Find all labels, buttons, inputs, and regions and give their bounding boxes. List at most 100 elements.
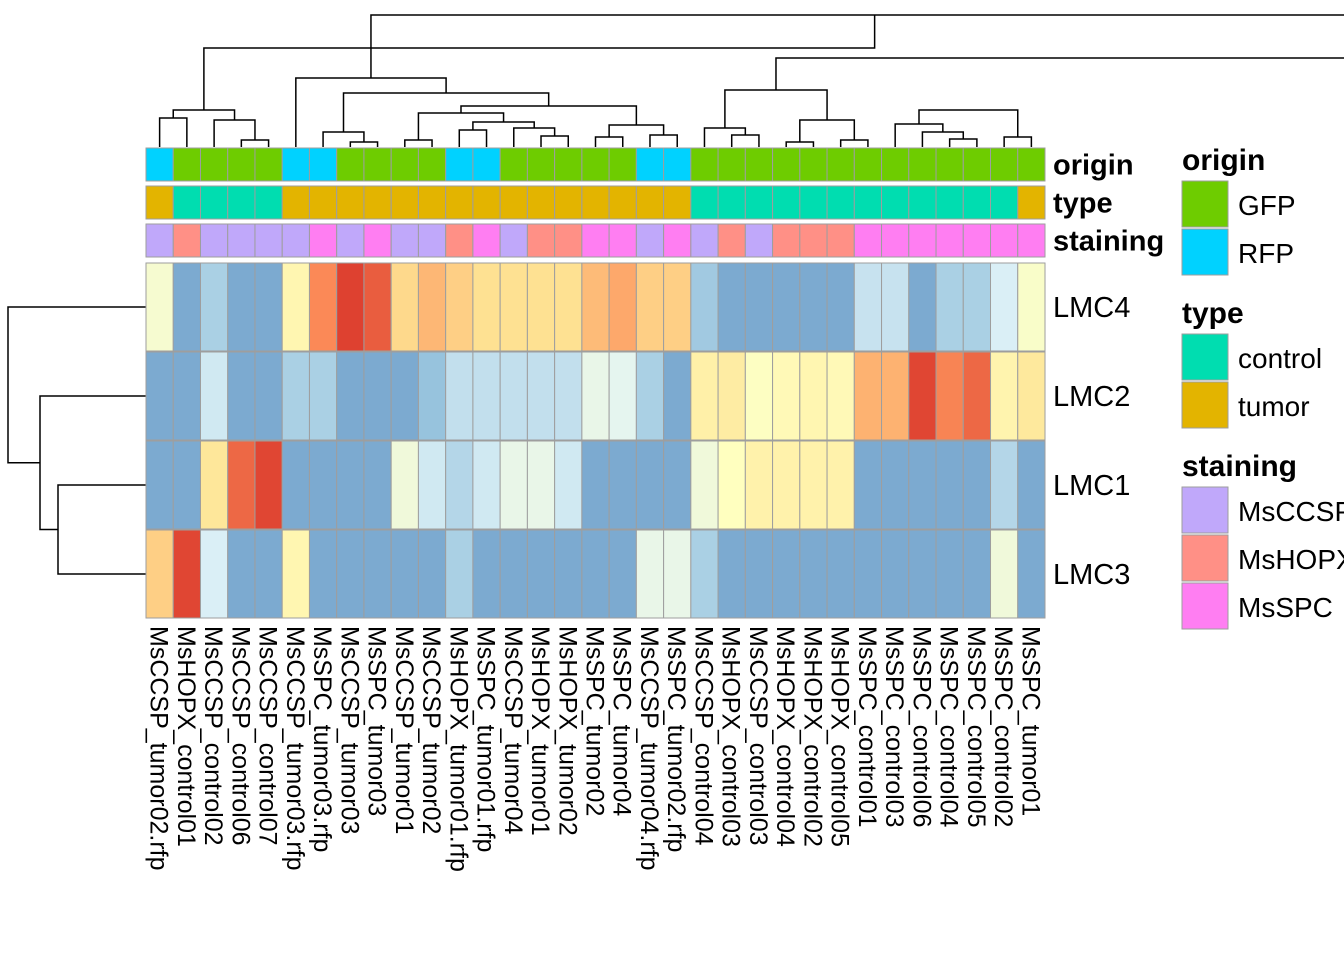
annotation-cell-staining xyxy=(526,223,556,258)
legend-title-type: type xyxy=(1182,297,1244,330)
dendrogram-branch xyxy=(785,141,815,147)
annotation-cell-staining xyxy=(772,223,801,258)
heatmap-cell xyxy=(826,440,855,530)
annotation-cell-origin xyxy=(363,147,392,182)
annotation-cell-type xyxy=(308,185,338,220)
annotation-cell-type xyxy=(417,185,447,220)
annotation-cell-origin xyxy=(526,147,556,182)
heatmap-cell xyxy=(799,262,828,352)
annotation-cell-staining xyxy=(799,223,828,258)
heatmap-cell xyxy=(881,529,910,619)
legend-swatch xyxy=(1181,534,1229,582)
dendrogram-branch xyxy=(322,131,365,147)
dendrogram-branch xyxy=(839,139,869,147)
annotation-cell-staining xyxy=(472,223,501,258)
heatmap-cell xyxy=(227,262,256,352)
annotation-label-type: type xyxy=(1053,188,1113,220)
dendrogram-branch xyxy=(203,15,876,110)
annotation-cell-origin xyxy=(227,147,256,182)
column-label: MsCCSP_tumor04 xyxy=(499,626,527,834)
annotation-cell-origin xyxy=(281,147,310,182)
annotation-cell-staining xyxy=(499,223,528,258)
dendrogram-branch xyxy=(404,139,433,147)
annotation-cell-origin xyxy=(581,147,610,182)
heatmap-cell xyxy=(962,440,992,530)
heatmap-cell xyxy=(281,529,310,619)
legend-swatch xyxy=(1181,333,1229,381)
annotation-cell-origin xyxy=(254,147,283,182)
legend-title-staining: staining xyxy=(1182,450,1297,483)
annotation-cell-staining xyxy=(663,223,692,258)
annotation-cell-type xyxy=(853,185,883,220)
annotation-cell-origin xyxy=(826,147,855,182)
heatmap-cell xyxy=(526,351,556,441)
annotation-cell-type xyxy=(472,185,501,220)
dendrogram-branch xyxy=(724,89,828,128)
annotation-label-staining: staining xyxy=(1053,226,1164,258)
heatmap-cells xyxy=(145,262,1046,619)
annotation-cell-origin xyxy=(908,147,937,182)
annotation-labels: origin type staining xyxy=(1053,150,1164,258)
column-labels: MsCCSP_tumor02.rfp MsHOPX_control01 MsCCSP… xyxy=(145,626,1045,872)
heatmap-cell xyxy=(554,440,583,530)
heatmap-cell xyxy=(363,351,392,441)
heatmap-cell xyxy=(990,529,1019,619)
heatmap-cell xyxy=(799,351,828,441)
annotation-cell-origin xyxy=(554,147,583,182)
annotation-cell-origin xyxy=(663,147,692,182)
heatmap-cell xyxy=(717,440,746,530)
annotation-cell-type xyxy=(744,185,774,220)
heatmap-cell xyxy=(281,440,310,530)
column-label: MsHOPX_tumor02 xyxy=(553,626,581,836)
heatmap-cell xyxy=(935,440,964,530)
annotation-cell-origin xyxy=(962,147,992,182)
heatmap-cell xyxy=(363,529,392,619)
dendrogram-branch xyxy=(703,127,747,147)
heatmap-cell xyxy=(744,440,774,530)
heatmap-cell xyxy=(799,440,828,530)
annotation-cell-origin xyxy=(172,147,201,182)
column-label: MsCCSP_tumor03.rfp xyxy=(281,626,309,871)
heatmap-cell xyxy=(635,351,665,441)
annotation-label-origin: origin xyxy=(1053,150,1134,182)
heatmap-cell xyxy=(145,262,174,352)
column-label: MsSPC_control02 xyxy=(989,626,1017,827)
annotation-cell-staining xyxy=(417,223,447,258)
row-label: LMC4 xyxy=(1053,292,1130,324)
annotation-cell-type xyxy=(554,185,583,220)
heatmap-cell xyxy=(417,529,447,619)
legend-label: tumor xyxy=(1238,391,1310,422)
dendrogram-branch xyxy=(240,139,270,147)
annotation-cell-type xyxy=(990,185,1019,220)
annotation-cell-type xyxy=(717,185,746,220)
annotation-cell-staining xyxy=(145,223,174,258)
heatmap-cell xyxy=(199,440,229,530)
heatmap-cell xyxy=(227,529,256,619)
annotation-cell-staining xyxy=(881,223,910,258)
heatmap-cell xyxy=(772,262,801,352)
annotation-cell-origin xyxy=(472,147,501,182)
heatmap-cell xyxy=(145,529,174,619)
annotation-cell-type xyxy=(799,185,828,220)
legend-swatch xyxy=(1181,381,1229,429)
column-label: MsCCSP_tumor02.rfp xyxy=(145,626,173,871)
heatmap-cell xyxy=(962,262,992,352)
heatmap-cell xyxy=(990,262,1019,352)
heatmap-cell xyxy=(172,529,201,619)
heatmap-cell xyxy=(281,351,310,441)
column-label: MsCCSP_tumor04.rfp xyxy=(635,626,663,871)
heatmap-cell xyxy=(472,529,501,619)
dendrogram-branch xyxy=(775,57,1344,90)
row-labels: LMC4 LMC2 LMC1 LMC3 xyxy=(1053,292,1130,591)
heatmap-cell xyxy=(772,351,801,441)
heatmap-cell xyxy=(336,351,365,441)
dendrogram-branch xyxy=(594,136,624,147)
legend-label: MsSPC xyxy=(1238,592,1333,623)
heatmap-cell xyxy=(554,351,583,441)
heatmap-cell xyxy=(908,440,937,530)
annotation-cell-type xyxy=(581,185,610,220)
dendrogram-branch xyxy=(158,117,188,147)
heatmap-cell xyxy=(853,262,883,352)
annotation-cell-type xyxy=(608,185,637,220)
